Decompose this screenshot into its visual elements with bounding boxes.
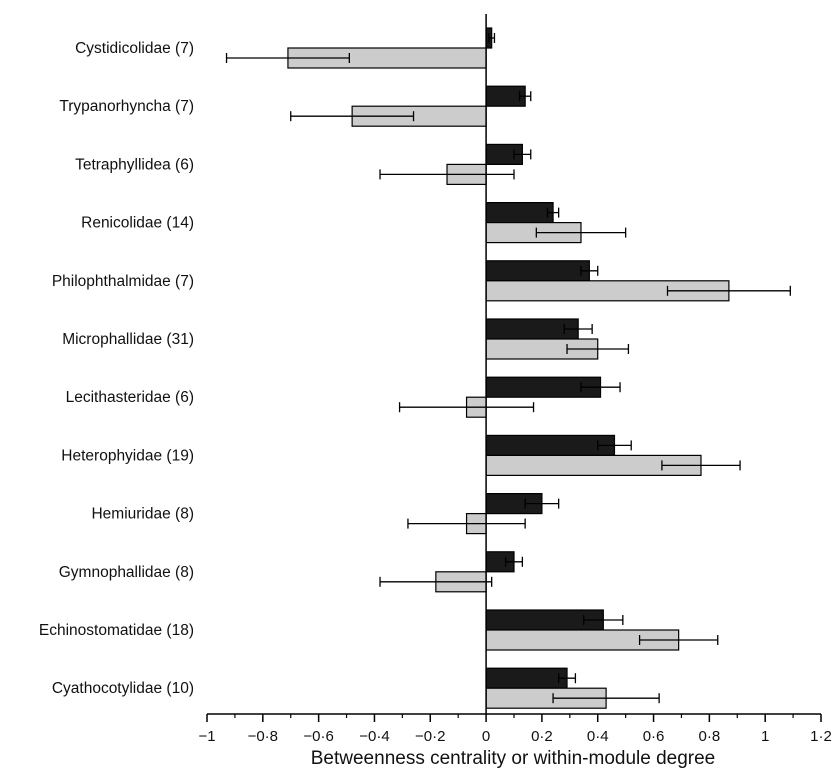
category-group: Microphallidae (31) bbox=[62, 318, 630, 360]
x-tick-label: 1 bbox=[761, 728, 769, 745]
category-group: Heterophyidae (19) bbox=[61, 434, 741, 476]
x-tick-label: 0 bbox=[482, 728, 490, 745]
bar-dark bbox=[485, 202, 554, 224]
category-group: Tetraphyllidea (6) bbox=[75, 143, 532, 185]
category-label: Trypanorhyncha (7) bbox=[59, 98, 194, 115]
x-axis-title: Betweenness centrality or within-module … bbox=[311, 748, 716, 769]
category-label: Tetraphyllidea (6) bbox=[75, 156, 194, 173]
category-group: Cystidicolidae (7) bbox=[75, 27, 496, 69]
category-group: Gymnophallidae (8) bbox=[59, 551, 524, 593]
category-group: Echinostomatidae (18) bbox=[39, 609, 719, 651]
plot-area: Cystidicolidae (7) Trypanorhyncha (7) Tetr… bbox=[39, 14, 791, 714]
x-tick-label: 0·4 bbox=[587, 728, 609, 745]
category-group: Cyathocotylidae (10) bbox=[52, 667, 660, 709]
category-group: Philophthalmidae (7) bbox=[52, 260, 791, 302]
category-label: Cystidicolidae (7) bbox=[75, 40, 194, 57]
x-axis: −1 −0·8 −0·6 −0·4 −0·2 0 0·2 0·4 0·6 0·8 1 1·2 bbox=[198, 713, 832, 745]
x-tick-label: 1·2 bbox=[810, 728, 832, 745]
x-tick-label: −0·8 bbox=[248, 728, 278, 745]
bar-dark bbox=[485, 260, 590, 282]
category-label: Heterophyidae (19) bbox=[61, 447, 194, 464]
bar-dark bbox=[485, 434, 616, 456]
x-tick-label: −1 bbox=[198, 728, 215, 745]
category-label: Gymnophallidae (8) bbox=[59, 564, 194, 581]
category-label: Philophthalmidae (7) bbox=[52, 273, 194, 290]
category-group: Lecithasteridae (6) bbox=[66, 376, 621, 418]
category-label: Lecithasteridae (6) bbox=[66, 389, 194, 406]
category-label: Cyathocotylidae (10) bbox=[52, 680, 194, 697]
category-label: Hemiuridae (8) bbox=[91, 506, 194, 523]
x-tick-label: 0·2 bbox=[531, 728, 553, 745]
x-tick-label: 0·6 bbox=[643, 728, 665, 745]
category-group: Trypanorhyncha (7) bbox=[59, 85, 532, 127]
category-group: Hemiuridae (8) bbox=[91, 493, 560, 535]
category-label: Renicolidae (14) bbox=[81, 215, 194, 232]
x-tick-label: −0·4 bbox=[359, 728, 389, 745]
category-label: Echinostomatidae (18) bbox=[39, 622, 194, 639]
x-tick-label: 0·8 bbox=[699, 728, 721, 745]
x-tick-label: −0·6 bbox=[303, 728, 333, 745]
bar-dark bbox=[485, 667, 568, 689]
category-group: Renicolidae (14) bbox=[81, 202, 627, 244]
category-label: Microphallidae (31) bbox=[62, 331, 194, 348]
x-tick-label: −0·2 bbox=[415, 728, 445, 745]
